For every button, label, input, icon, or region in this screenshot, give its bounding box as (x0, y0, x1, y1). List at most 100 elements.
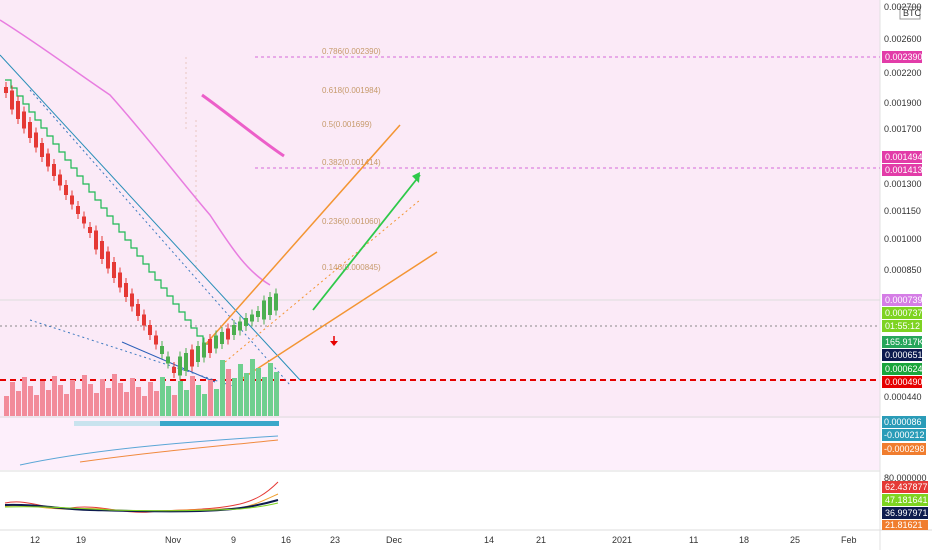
price-tag: 01:55:12 (885, 321, 920, 331)
volume-bar (58, 385, 63, 416)
indicator-tags: 0.000086 -0.000212 -0.000298 (882, 416, 926, 455)
oscillator-tag: 62.437877 (885, 482, 928, 492)
price-axis-label: 0.002600 (884, 34, 922, 44)
time-axis-label: 18 (739, 535, 749, 545)
price-axis-label: 0.001700 (884, 124, 922, 134)
indicator-tag: 0.000086 (884, 417, 922, 427)
price-tag: 165.917K (885, 337, 924, 347)
fib-label-0236: 0.236(0.001060) (322, 217, 381, 226)
volume-bar (196, 385, 201, 416)
oscillator-tag: 47.181641 (885, 495, 928, 505)
oscillator-pane (4, 481, 279, 513)
price-axis-top-label: 0.002700 (884, 2, 922, 12)
volume-bar (190, 376, 195, 416)
volume-bar (94, 393, 99, 416)
volume-bar (64, 394, 69, 416)
time-axis-label: 25 (790, 535, 800, 545)
volume-bar (106, 388, 111, 416)
price-tags: 0.002390 0.001494 0.001413 0.000739 0.00… (882, 51, 924, 388)
price-axis-label: 0.001150 (884, 206, 921, 216)
volume-bar (184, 390, 189, 416)
red-down-arrow-icon (330, 336, 338, 346)
volume-bar (232, 378, 237, 416)
time-axis-label: Dec (386, 535, 403, 545)
price-axis-label: 0.002200 (884, 68, 922, 78)
volume-bar (166, 386, 171, 416)
volume-bars (4, 359, 279, 416)
volume-bar (28, 386, 33, 416)
fib-label-0146: 0.146(0.000845) (322, 263, 381, 272)
indicator-tag: -0.000212 (884, 430, 925, 440)
volume-bar (262, 377, 267, 416)
volume-bar (22, 377, 27, 416)
price-tag: 0.000490 (885, 377, 923, 387)
oscillator-tag: 80.000000 (884, 473, 927, 483)
time-axis-label: 21 (536, 535, 546, 545)
orange-channel[interactable] (204, 124, 438, 381)
indicator-pane (19, 421, 279, 466)
downtrend-line-upper[interactable] (0, 54, 301, 381)
volume-bar (148, 382, 153, 416)
volume-bar (112, 374, 117, 416)
volume-bar (70, 380, 75, 416)
currency-badge[interactable] (899, 6, 921, 20)
price-axis-label: 0.001000 (884, 234, 922, 244)
volume-bar (226, 369, 231, 416)
volume-bar (124, 392, 129, 416)
time-axis[interactable]: 12 19 Nov 9 16 23 Dec 14 21 2021 11 18 2… (30, 535, 857, 545)
time-axis-label: Nov (165, 535, 182, 545)
price-pane-shade (0, 0, 880, 418)
volume-bar (220, 360, 225, 416)
volume-bar (154, 391, 159, 416)
price-tag: 0.000739 (885, 295, 923, 305)
fib-label-0618: 0.618(0.001984) (322, 86, 381, 95)
pink-arc-drawing[interactable] (201, 93, 285, 158)
oscillator-tag: 36.997971 (885, 508, 928, 518)
volume-bar (130, 378, 135, 416)
volume-bar (10, 382, 15, 416)
volume-bar (238, 364, 243, 416)
volume-bar (208, 380, 213, 416)
volume-bar (172, 395, 177, 416)
volume-bar (118, 383, 123, 416)
volume-bar (214, 389, 219, 416)
indicator-pane-shade (0, 418, 880, 470)
price-axis[interactable]: BTC 0.002700 0.002600 0.002200 0.001900 … (884, 2, 922, 402)
time-axis-label: Feb (841, 535, 857, 545)
oscillator-tag: 21.81621 (885, 520, 923, 530)
volume-bar (202, 394, 207, 416)
fib-label-05: 0.5(0.001699) (322, 120, 372, 129)
volume-bar (76, 389, 81, 416)
fib-label-0786: 0.786(0.002390) (322, 47, 381, 56)
time-axis-label: 2021 (612, 535, 632, 545)
volume-bar (160, 377, 165, 416)
time-axis-label: 16 (281, 535, 291, 545)
price-tag: 0.000624 (885, 364, 923, 374)
green-arrow[interactable] (312, 172, 421, 311)
price-axis-label: 0.000850 (884, 265, 922, 275)
fibonacci-retracement[interactable]: 0.786(0.002390) 0.618(0.001984) 0.5(0.00… (0, 47, 880, 381)
volume-bar (142, 396, 147, 416)
moving-average-line (0, 19, 271, 286)
candlesticks (4, 82, 278, 381)
currency-badge-label: BTC (903, 8, 922, 18)
time-axis-label: 11 (689, 535, 698, 545)
indicator-tag: -0.000298 (884, 444, 925, 454)
volume-bar (268, 363, 273, 416)
time-axis-label: 14 (484, 535, 494, 545)
volume-bar (16, 391, 21, 416)
time-axis-label: 12 (30, 535, 40, 545)
price-tag: 0.002390 (885, 52, 923, 62)
volume-bar (256, 368, 261, 416)
volume-bar (34, 395, 39, 416)
volume-bar (100, 379, 105, 416)
price-axis-label: 0.000440 (884, 392, 922, 402)
volume-bar (178, 381, 183, 416)
volume-bar (46, 390, 51, 416)
price-tag: 0.000651 (885, 350, 923, 360)
supertrend-step-line (5, 79, 210, 352)
volume-bar (4, 396, 9, 416)
oscillator-pane-shade (0, 473, 880, 530)
fib-label-0382: 0.382(0.001414) (322, 158, 381, 167)
